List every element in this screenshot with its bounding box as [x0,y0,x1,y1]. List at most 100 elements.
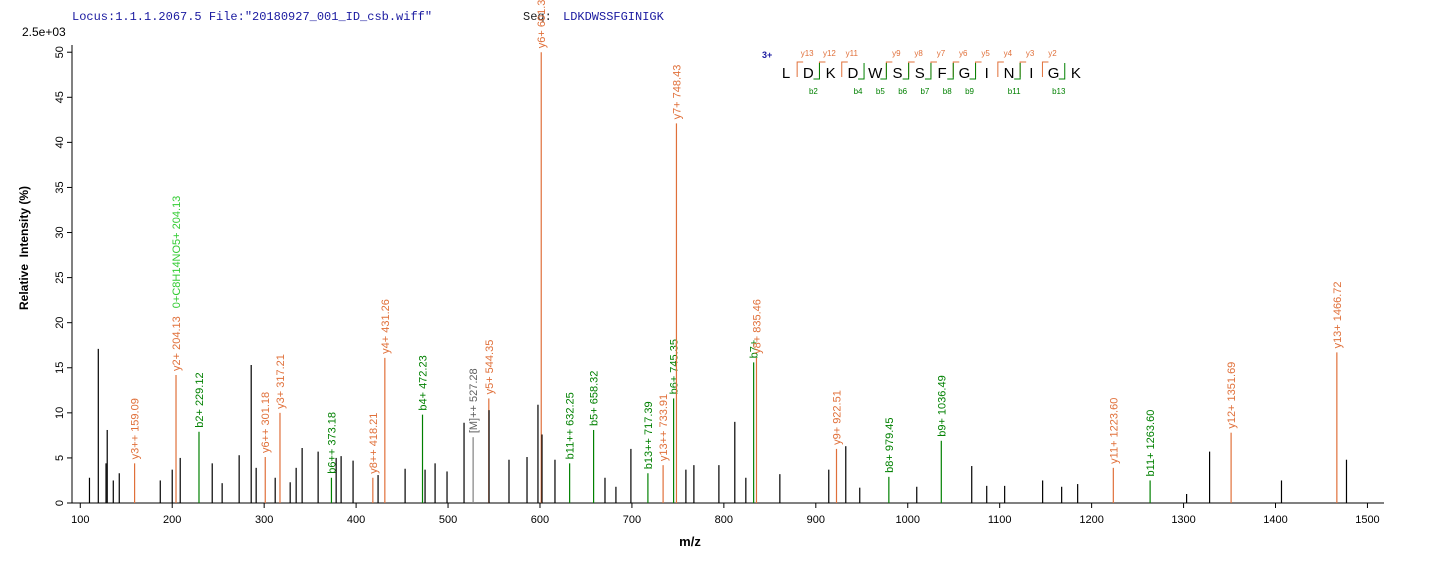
y-ion-label: y11 [846,49,859,58]
y-ion-tick [908,61,915,77]
x-tick-label: 400 [347,514,365,526]
y-tick-label: 5 [54,455,66,461]
b-ion-tick [880,63,887,80]
y-ion-label: y5 [981,49,990,58]
peak-label: y13+ 1466.72 [1332,281,1344,348]
b-ion-tick [969,63,977,80]
y-tick-label: 10 [54,407,66,419]
x-tick-label: 1100 [988,514,1012,526]
y-tick-label: 35 [54,181,66,193]
residue: K [1071,65,1081,82]
b-ion-tick [858,63,865,80]
y-ion-tick [997,61,1004,77]
peak-label: b4+ 472.23 [418,355,430,410]
residue: S [915,65,925,82]
x-tick-label: 700 [623,514,641,526]
x-tick-label: 800 [715,514,733,526]
peak-label: b11++ 632.25 [565,392,577,459]
y-ion-label: y7 [937,49,946,58]
b-ion-tick [902,63,910,80]
residue: S [892,65,902,82]
seq: LDKDWSSFGINIGK [563,10,665,24]
y-ion-tick [1019,61,1027,77]
peak-label: y5+ 544.35 [484,340,496,395]
y-ion-tick [930,61,937,77]
b-ion-tick [1014,63,1021,80]
peak-label: b2+ 229.12 [194,372,206,427]
peak-label: b6++ 373.18 [326,412,338,474]
x-axis-label: m/z [679,534,701,549]
peak-label: y2+ 204.13 [171,316,183,371]
peak-label: y6++ 301.18 [260,392,272,453]
peak-label: b13++ 717.39 [643,401,655,469]
x-tick-label: 1000 [896,514,920,526]
peak-label: y8++ 418.21 [368,413,380,474]
seq-label: Seq: [523,10,552,24]
b-ion-label: b13 [1052,87,1066,96]
b-ion-label: b5 [876,87,885,96]
y-tick-label: 30 [54,226,66,238]
residue: I [985,65,989,82]
residue: D [847,65,858,82]
residue: L [782,65,790,82]
scale-label: 2.5e+03 [22,25,66,39]
x-tick-label: 500 [439,514,457,526]
residue: D [803,65,814,82]
x-tick-label: 900 [807,514,825,526]
y-ion-label: y8 [914,49,923,58]
y-ion-label: y12 [823,49,836,58]
b-ion-tick [1058,63,1066,80]
b-ion-label: b2 [809,87,818,96]
peak-label: y3+ 317.21 [275,354,287,409]
b-ion-label: b9 [965,87,974,96]
y-tick-label: 25 [54,271,66,283]
y-tick-label: 40 [54,136,66,148]
peak-label: y9+ 922.51 [831,390,843,445]
b-ion-tick [947,63,954,80]
residue: G [959,65,971,82]
peak-label: y12+ 1351.69 [1226,362,1238,429]
y-ion-tick [975,61,982,77]
x-tick-label: 200 [163,514,181,526]
x-tick-label: 1500 [1355,514,1379,526]
peak-label: [M]++ 527.28 [468,368,480,433]
peak-label: 0+C8H14NO5+ 204.13 [171,196,183,309]
peak-label: y11+ 1223.60 [1108,398,1120,464]
y-ion-label: y9 [892,49,901,58]
y-ion-tick [796,61,804,77]
peak-label: y8+ 835.46 [751,299,763,354]
b-ion-label: b6 [898,87,907,96]
y-ion-tick [885,61,893,77]
x-tick-label: 100 [71,514,89,526]
x-tick-label: 1400 [1263,514,1287,526]
peak-label: b5+ 658.32 [589,371,601,426]
peak-label: y6+ 601.36 [536,0,548,48]
peak-label: y7+ 748.43 [671,65,683,120]
x-tick-label: 1300 [1171,514,1195,526]
peak-label: y4+ 431.26 [380,299,392,354]
b-ion-label: b7 [920,87,929,96]
y-ion-label: y4 [1004,49,1013,58]
locus: Locus:1.1.1.2067.5 File:"20180927_001_ID… [72,10,432,24]
residue: G [1048,65,1060,82]
y-tick-label: 45 [54,91,66,103]
peak-label: b11+ 1263.60 [1145,410,1157,477]
y-axis-label: Relative Intensity (%) [17,186,31,310]
y-ion-label: y6 [959,49,968,58]
y-ion-tick [1041,61,1049,77]
x-tick-label: 1200 [1079,514,1103,526]
residue: W [868,65,883,82]
b-ion-label: b11 [1008,87,1021,96]
y-tick-label: 0 [54,500,66,506]
b-ion-tick [924,63,932,80]
y-ion-label: y13 [801,49,814,58]
peak-label: b6+ 745.35 [669,339,681,394]
peak-label: y3++ 159.09 [130,398,142,459]
b-ion-label: b8 [943,87,952,96]
y-ion-tick [818,61,826,77]
peak-label: b8+ 979.45 [884,417,896,472]
peak-label: y13++ 733.91 [658,394,670,461]
residue: F [938,65,947,82]
y-ion-tick [841,61,848,77]
